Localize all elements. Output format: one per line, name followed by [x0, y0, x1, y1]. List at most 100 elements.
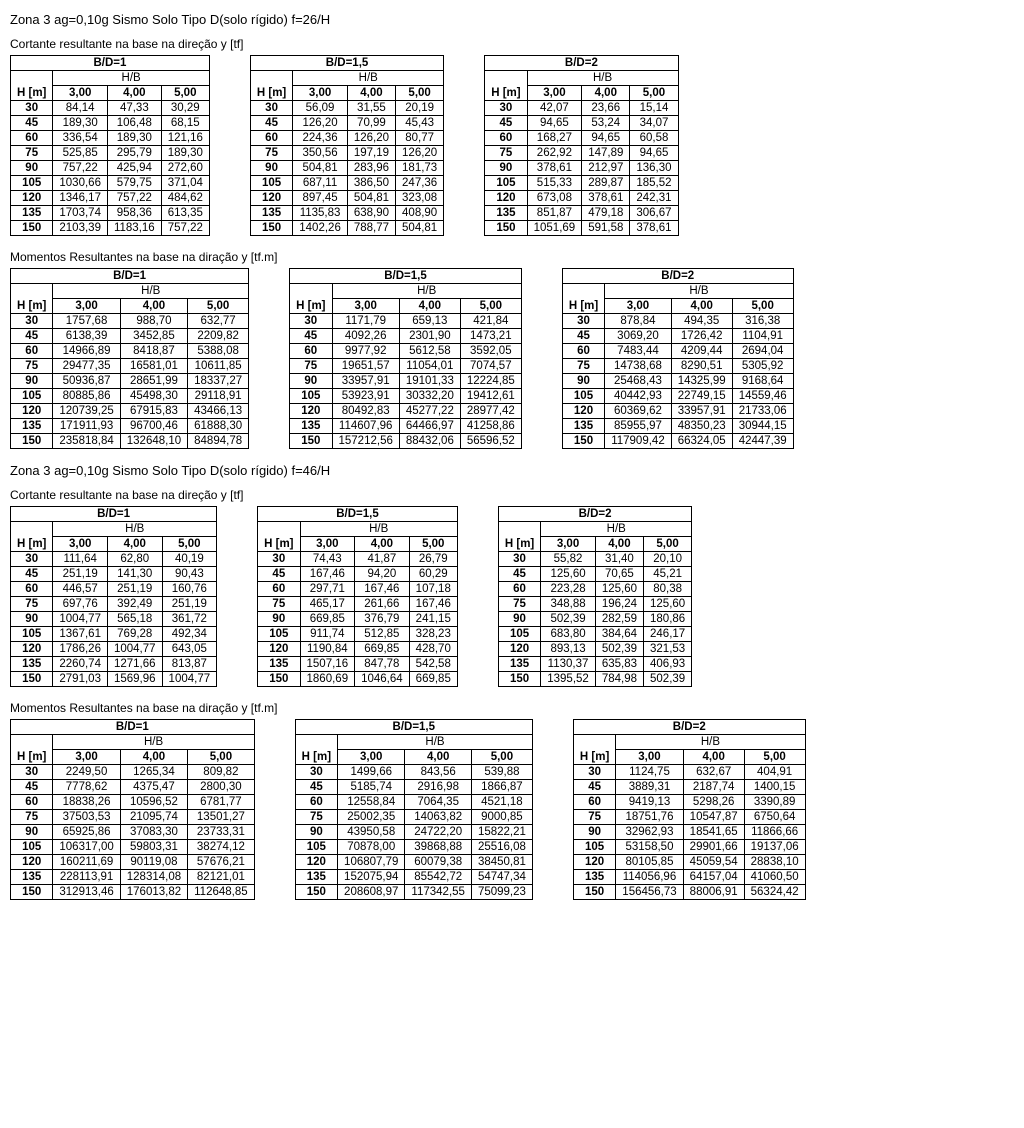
data-cell: 247,36: [396, 176, 444, 191]
table-row: 1502103,391183,16757,22: [11, 221, 210, 236]
data-cell: 107,18: [409, 582, 457, 597]
data-cell: 24722,20: [405, 825, 472, 840]
row-header: 90: [11, 825, 53, 840]
hb-header: H/B: [527, 71, 678, 86]
data-cell: 1499,66: [338, 765, 405, 780]
data-cell: 14966,89: [53, 344, 120, 359]
table-row: 301757,68988,70632,77: [11, 314, 249, 329]
data-cell: 38274,12: [188, 840, 255, 855]
col-header: 3,00: [527, 86, 582, 101]
table-row: 150235818,84132648,1084894,78: [11, 434, 249, 449]
data-cell: 30944,15: [732, 419, 793, 434]
row-header: 60: [11, 795, 53, 810]
bd-header: B/D=2: [573, 720, 805, 735]
col-header: 5,00: [396, 86, 444, 101]
data-cell: 911,74: [300, 627, 355, 642]
bd-header: B/D=1: [11, 507, 217, 522]
data-cell: 106807,79: [338, 855, 405, 870]
data-cell: 57676,21: [188, 855, 255, 870]
data-cell: 28838,10: [744, 855, 805, 870]
data-table: B/D=1,5H [m]H/B3,004,005,003074,4341,872…: [257, 506, 458, 687]
table-row: 105106317,0059803,3138274,12: [11, 840, 255, 855]
row-header: 45: [573, 780, 615, 795]
table-row: 30111,6462,8040,19: [11, 552, 217, 567]
data-cell: 788,77: [347, 221, 395, 236]
row-header: 120: [290, 404, 332, 419]
data-cell: 8418,87: [120, 344, 187, 359]
data-cell: 4521,18: [471, 795, 532, 810]
data-cell: 41258,86: [460, 419, 521, 434]
table-row: 10553158,5029901,6619137,06: [573, 840, 805, 855]
col-header: 4,00: [107, 86, 161, 101]
table-row: 1502791,031569,961004,77: [11, 672, 217, 687]
row-header: 75: [485, 146, 527, 161]
data-cell: 32962,93: [616, 825, 683, 840]
hm-header: H [m]: [11, 284, 53, 314]
row-header: 60: [11, 131, 53, 146]
row-header: 45: [258, 567, 300, 582]
data-cell: 321,53: [644, 642, 692, 657]
data-cell: 117342,55: [405, 885, 472, 900]
data-cell: 18751,76: [616, 810, 683, 825]
table-row: 1501402,26788,77504,81: [250, 221, 443, 236]
data-cell: 45059,54: [683, 855, 744, 870]
data-cell: 25468,43: [605, 374, 672, 389]
table-row: 301124,75632,67404,91: [573, 765, 805, 780]
table-row: 75350,56197,19126,20: [250, 146, 443, 161]
data-cell: 428,70: [409, 642, 457, 657]
hb-header: H/B: [616, 735, 805, 750]
row-header: 90: [573, 825, 615, 840]
data-cell: 224,36: [293, 131, 348, 146]
row-header: 105: [11, 627, 53, 642]
data-cell: 43466,13: [188, 404, 249, 419]
data-cell: 33957,91: [332, 374, 399, 389]
row-header: 30: [573, 765, 615, 780]
col-header: 4,00: [671, 299, 732, 314]
data-cell: 2800,30: [188, 780, 255, 795]
data-cell: 70878,00: [338, 840, 405, 855]
table-row: 454092,262301,901473,21: [290, 329, 522, 344]
data-cell: 80492,83: [332, 404, 399, 419]
table-row: 45167,4694,2060,29: [258, 567, 458, 582]
data-cell: 843,56: [405, 765, 472, 780]
data-cell: 1367,61: [53, 627, 108, 642]
col-header: 3,00: [53, 86, 108, 101]
row-header: 45: [250, 116, 292, 131]
data-cell: 1866,87: [471, 780, 532, 795]
data-cell: 1190,84: [300, 642, 355, 657]
data-cell: 67915,83: [120, 404, 187, 419]
col-header: 3,00: [338, 750, 405, 765]
data-cell: 502,39: [595, 642, 643, 657]
data-cell: 60369,62: [605, 404, 672, 419]
data-cell: 7483,44: [605, 344, 672, 359]
hm-header: H [m]: [295, 735, 337, 765]
data-cell: 425,94: [107, 161, 161, 176]
data-cell: 68,15: [161, 116, 209, 131]
data-cell: 23,66: [582, 101, 630, 116]
row-header: 90: [258, 612, 300, 627]
row-header: 150: [11, 221, 53, 236]
data-cell: 88006,91: [683, 885, 744, 900]
hb-header: H/B: [53, 735, 254, 750]
data-cell: 111,64: [53, 552, 108, 567]
data-cell: 53923,91: [332, 389, 399, 404]
data-cell: 28977,42: [460, 404, 521, 419]
data-cell: 525,85: [53, 146, 108, 161]
data-cell: 757,22: [107, 191, 161, 206]
table-row: 9033957,9119101,3312224,85: [290, 374, 522, 389]
section2-cortante-title: Cortante resultante na base na direção y…: [10, 488, 1014, 502]
data-cell: 251,19: [107, 582, 162, 597]
section1-momentos-title: Momentos Resultantes na base na diração …: [10, 250, 1014, 264]
row-header: 45: [498, 567, 540, 582]
data-cell: 2791,03: [53, 672, 108, 687]
col-header: 5,00: [460, 299, 521, 314]
row-header: 120: [11, 855, 53, 870]
table-row: 13585955,9748350,2330944,15: [562, 419, 793, 434]
data-cell: 84894,78: [188, 434, 249, 449]
row-header: 30: [295, 765, 337, 780]
table-row: 1501860,691046,64669,85: [258, 672, 458, 687]
row-header: 45: [11, 780, 53, 795]
table-row: 135171911,9396700,4661888,30: [11, 419, 249, 434]
table-row: 60168,2794,6560,58: [485, 131, 678, 146]
data-cell: 5298,26: [683, 795, 744, 810]
